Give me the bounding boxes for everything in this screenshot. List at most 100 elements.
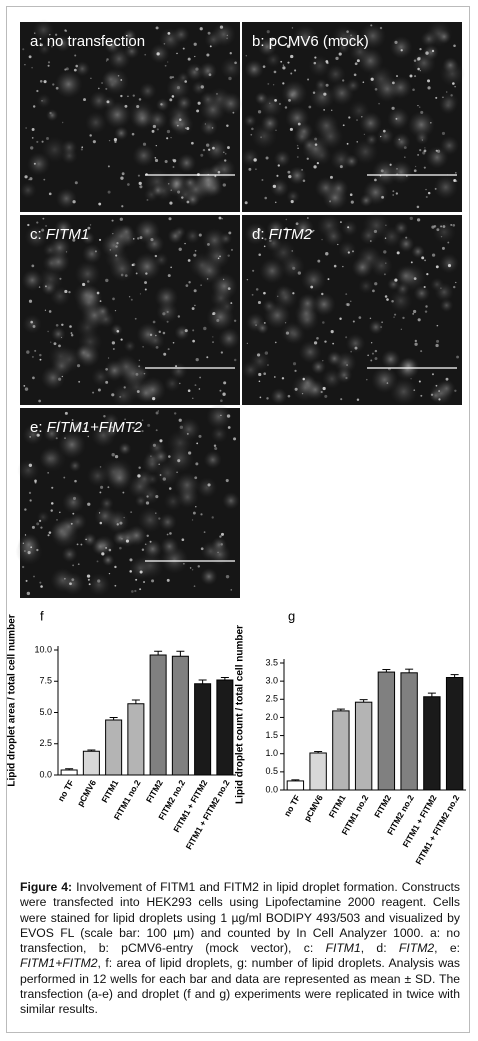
cell xyxy=(429,381,453,406)
droplet xyxy=(61,121,64,124)
droplet xyxy=(396,168,398,170)
droplet xyxy=(111,426,114,429)
droplet xyxy=(120,79,123,81)
cell xyxy=(123,340,136,353)
droplet xyxy=(440,287,442,289)
droplet xyxy=(292,292,295,295)
cell xyxy=(358,278,374,294)
droplet xyxy=(391,106,395,110)
cell xyxy=(174,472,200,498)
droplet xyxy=(313,61,317,65)
cell xyxy=(342,28,362,49)
droplet xyxy=(435,265,439,269)
droplet xyxy=(155,495,159,499)
droplet xyxy=(181,538,185,542)
droplet xyxy=(82,282,86,287)
droplet xyxy=(127,95,129,97)
droplet xyxy=(259,396,262,399)
droplet xyxy=(435,384,438,387)
droplet xyxy=(167,348,170,351)
droplet xyxy=(187,259,191,262)
droplet xyxy=(346,303,350,307)
droplet xyxy=(345,336,348,339)
cell xyxy=(302,135,330,163)
droplet xyxy=(217,257,220,260)
droplet xyxy=(297,271,302,275)
droplet xyxy=(114,140,117,144)
micrograph xyxy=(20,215,241,408)
x-tick-label: FITM2 xyxy=(372,793,393,820)
droplet xyxy=(394,40,398,44)
droplet xyxy=(24,534,27,536)
droplet xyxy=(418,106,421,108)
droplet xyxy=(173,412,177,415)
droplet xyxy=(155,429,158,432)
droplet xyxy=(151,129,155,133)
caption-text: FITM2 xyxy=(398,941,435,956)
droplet xyxy=(144,53,147,56)
droplet xyxy=(32,376,35,380)
droplet xyxy=(406,175,408,177)
cell xyxy=(346,78,361,93)
droplet xyxy=(94,250,97,253)
droplet xyxy=(369,240,372,242)
caption-text: , f: area of lipid droplets, g: number o… xyxy=(20,956,460,1017)
droplet xyxy=(209,45,212,48)
droplet xyxy=(321,238,323,241)
droplet xyxy=(89,224,92,226)
droplet xyxy=(381,321,384,324)
droplet xyxy=(142,142,147,146)
cell xyxy=(36,510,50,524)
cell xyxy=(154,252,169,268)
droplet xyxy=(306,38,309,41)
droplet xyxy=(178,418,182,422)
cell xyxy=(413,284,431,302)
droplet xyxy=(106,58,109,61)
droplet xyxy=(221,218,223,220)
droplet xyxy=(142,346,144,348)
droplet xyxy=(22,48,25,51)
cell xyxy=(81,231,95,245)
droplet xyxy=(34,481,37,484)
bar xyxy=(400,672,418,791)
droplet xyxy=(158,463,160,465)
droplet xyxy=(251,293,254,296)
droplet xyxy=(44,309,47,311)
droplet xyxy=(194,476,198,480)
droplet xyxy=(373,229,378,234)
bar xyxy=(149,654,167,776)
cell xyxy=(156,300,179,323)
droplet xyxy=(177,315,181,318)
droplet xyxy=(425,188,427,191)
droplet xyxy=(414,75,417,78)
y-tick-label: 1.0 xyxy=(265,748,278,758)
droplet xyxy=(403,146,407,150)
droplet xyxy=(101,552,105,556)
cell xyxy=(99,496,114,511)
droplet xyxy=(197,101,201,105)
droplet xyxy=(317,259,321,263)
droplet xyxy=(438,398,441,401)
droplet xyxy=(447,241,450,244)
droplet xyxy=(292,266,296,270)
droplet xyxy=(101,81,104,85)
droplet xyxy=(194,384,197,387)
droplet xyxy=(276,295,279,298)
droplet xyxy=(193,42,197,46)
droplet xyxy=(36,140,39,143)
droplet xyxy=(269,102,271,105)
droplet xyxy=(97,87,100,90)
droplet xyxy=(301,393,304,395)
droplet xyxy=(171,76,175,79)
droplet xyxy=(47,472,49,474)
droplet xyxy=(189,567,192,569)
droplet xyxy=(55,437,58,440)
droplet xyxy=(76,543,79,546)
droplet xyxy=(289,127,293,131)
cell xyxy=(89,90,109,111)
cell xyxy=(172,26,190,43)
droplet xyxy=(288,98,291,102)
droplet xyxy=(152,443,157,447)
droplet xyxy=(112,347,115,350)
droplet xyxy=(316,162,320,165)
